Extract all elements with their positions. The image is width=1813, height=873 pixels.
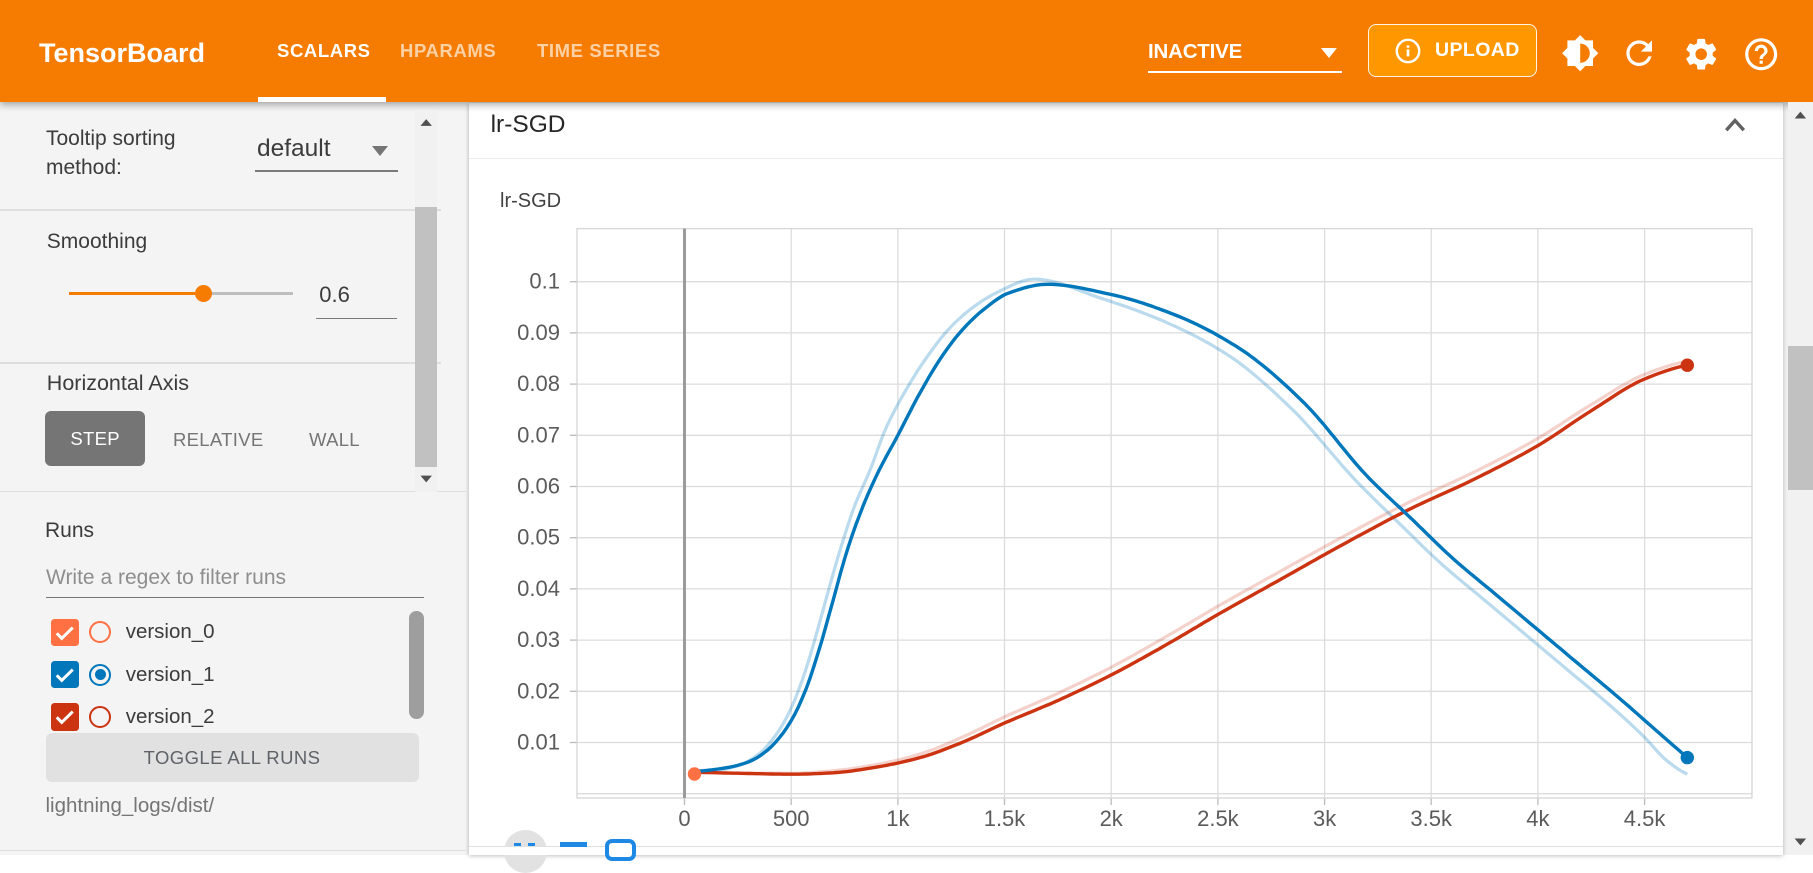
svg-text:0.02: 0.02 [517,678,560,703]
svg-text:0.08: 0.08 [517,371,560,396]
svg-text:0.07: 0.07 [517,422,560,447]
svg-text:0.1: 0.1 [529,269,560,294]
svg-text:1k: 1k [886,806,910,831]
svg-text:0.03: 0.03 [517,627,560,652]
svg-text:0.06: 0.06 [517,474,560,499]
svg-text:0.01: 0.01 [517,730,560,755]
svg-text:2k: 2k [1100,806,1124,831]
svg-text:0.05: 0.05 [517,525,560,550]
svg-text:0.04: 0.04 [517,576,560,601]
svg-text:0: 0 [678,806,690,831]
svg-text:3k: 3k [1313,806,1337,831]
svg-text:0.09: 0.09 [517,320,560,345]
svg-text:1.5k: 1.5k [984,806,1027,831]
svg-text:2.5k: 2.5k [1197,806,1240,831]
svg-text:4k: 4k [1526,806,1550,831]
svg-text:4.5k: 4.5k [1624,806,1667,831]
svg-text:3.5k: 3.5k [1410,806,1453,831]
svg-text:500: 500 [773,806,810,831]
